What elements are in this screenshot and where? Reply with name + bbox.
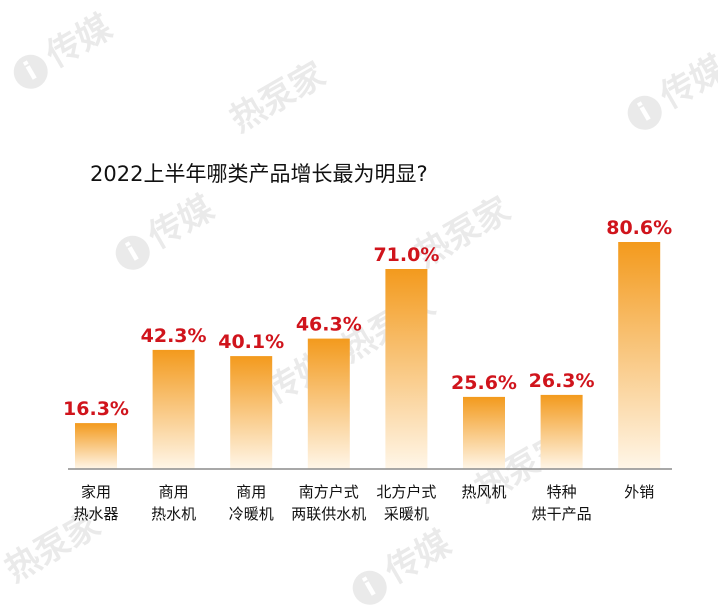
- x-tick-label-line: 热水机: [151, 505, 196, 523]
- bars-group: [75, 242, 661, 469]
- x-tick-label-line: 采暖机: [384, 505, 429, 523]
- x-tick-label-line: 商用: [236, 483, 266, 501]
- x-tick-label: 商用热水机: [151, 483, 196, 523]
- x-tick-label-line: 热风机: [461, 483, 506, 501]
- bar-value-label: 71.0%: [373, 244, 439, 266]
- x-tick-label-line: 两联供水机: [291, 505, 366, 523]
- x-tick-label: 热风机: [461, 483, 506, 501]
- x-tick-label-line: 南方户式: [299, 483, 359, 501]
- bar: [307, 338, 350, 469]
- bar-value-label: 25.6%: [451, 372, 517, 394]
- x-tick-label: 特种烘干产品: [532, 483, 592, 523]
- x-tick-label-line: 热水器: [73, 505, 118, 523]
- x-tick-label-line: 烘干产品: [532, 505, 592, 523]
- x-tick-label-line: 北方户式: [376, 483, 436, 501]
- value-labels-group: 16.3% 42.3% 40.1% 46.3% 71.0% 25.6% 26.3% 80.6%: [63, 217, 672, 420]
- bar: [385, 269, 428, 469]
- bar-value-label: 42.3%: [141, 325, 207, 347]
- bar: [230, 356, 273, 469]
- x-tick-label: 家用热水器: [73, 483, 118, 523]
- chart-title: 2022上半年哪类产品增长最为明显?: [90, 162, 428, 186]
- x-tick-label: 商用冷暖机: [229, 483, 274, 523]
- bar-value-label: 40.1%: [218, 331, 284, 353]
- bar-chart: 2022上半年哪类产品增长最为明显? 16.3% 42.3% 40.1% 46.3% 7…: [63, 162, 672, 523]
- bar: [152, 349, 195, 469]
- x-tick-label-line: 商用: [159, 483, 189, 501]
- x-tick-label-line: 冷暖机: [229, 505, 274, 523]
- x-tick-label: 南方户式两联供水机: [291, 483, 366, 523]
- bar-value-label: 80.6%: [606, 217, 672, 239]
- bar-value-label: 26.3%: [529, 370, 595, 392]
- bar-value-label: 16.3%: [63, 398, 129, 420]
- bar: [75, 423, 117, 469]
- x-tick-label: 北方户式采暖机: [376, 483, 436, 523]
- bar: [463, 396, 505, 469]
- x-tick-label-line: 特种: [547, 483, 577, 501]
- x-tick-label: 外销: [624, 483, 654, 501]
- x-tick-label-line: 家用: [81, 483, 111, 501]
- bar-value-label: 46.3%: [296, 314, 362, 336]
- bar: [540, 394, 583, 469]
- bar: [618, 242, 661, 469]
- x-tick-label-line: 外销: [624, 483, 654, 501]
